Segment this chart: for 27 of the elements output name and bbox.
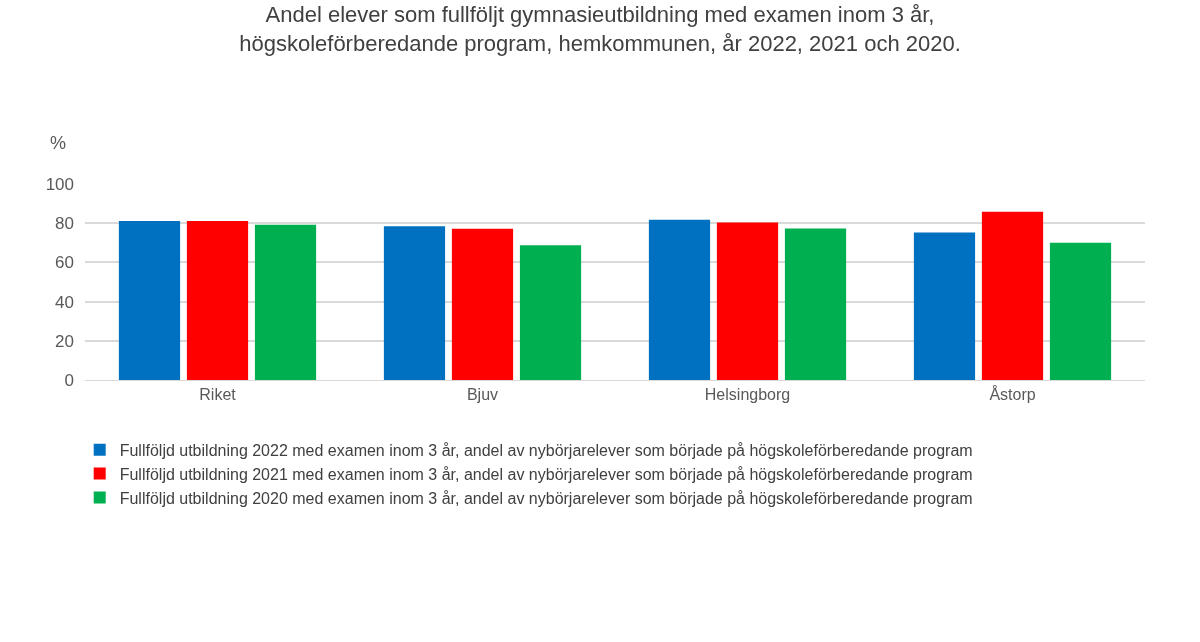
bar <box>118 221 181 380</box>
legend-label: Fullföljd utbildning 2020 med examen inom 3 år, andel av nybörjarelever som började på högskoleförberedande program <box>119 489 973 507</box>
legend-label: Fullföljd utbildning 2021 med examen inom 3 år, andel av nybörjarelever som började på högskoleförberedande program <box>119 465 973 483</box>
bar <box>451 228 514 380</box>
chart-title: Andel elever som fullföljt gymnasieutbildning med examen inom 3 år, högskoleförberedande program, hemkommunen, år 2022, 2021 och 2020. <box>239 2 961 57</box>
bar <box>383 226 446 380</box>
x-tick-label: Helsingborg <box>704 386 791 404</box>
bar <box>254 224 317 380</box>
bar <box>1049 242 1112 380</box>
legend-label: Fullföljd utbildning 2022 med examen inom 3 år, andel av nybörjarelever som började på högskoleförberedande program <box>119 442 973 460</box>
y-axis-title: % <box>50 133 67 153</box>
x-tick-label: Riket <box>199 386 237 404</box>
y-tick-label: 0 <box>64 370 74 390</box>
x-tick-label: Bjuv <box>466 386 499 404</box>
y-tick-label: 100 <box>45 174 74 194</box>
bar <box>913 232 976 380</box>
bar <box>784 228 847 380</box>
bar <box>716 222 779 380</box>
y-tick-label: 40 <box>55 292 74 312</box>
bar <box>981 211 1044 380</box>
bar <box>186 221 249 380</box>
x-tick-label: Åstorp <box>989 385 1036 404</box>
bar <box>519 245 582 380</box>
bar <box>648 219 711 380</box>
y-tick-label: 60 <box>55 253 74 273</box>
y-tick-label: 20 <box>55 331 74 351</box>
y-tick-label: 80 <box>55 214 74 234</box>
